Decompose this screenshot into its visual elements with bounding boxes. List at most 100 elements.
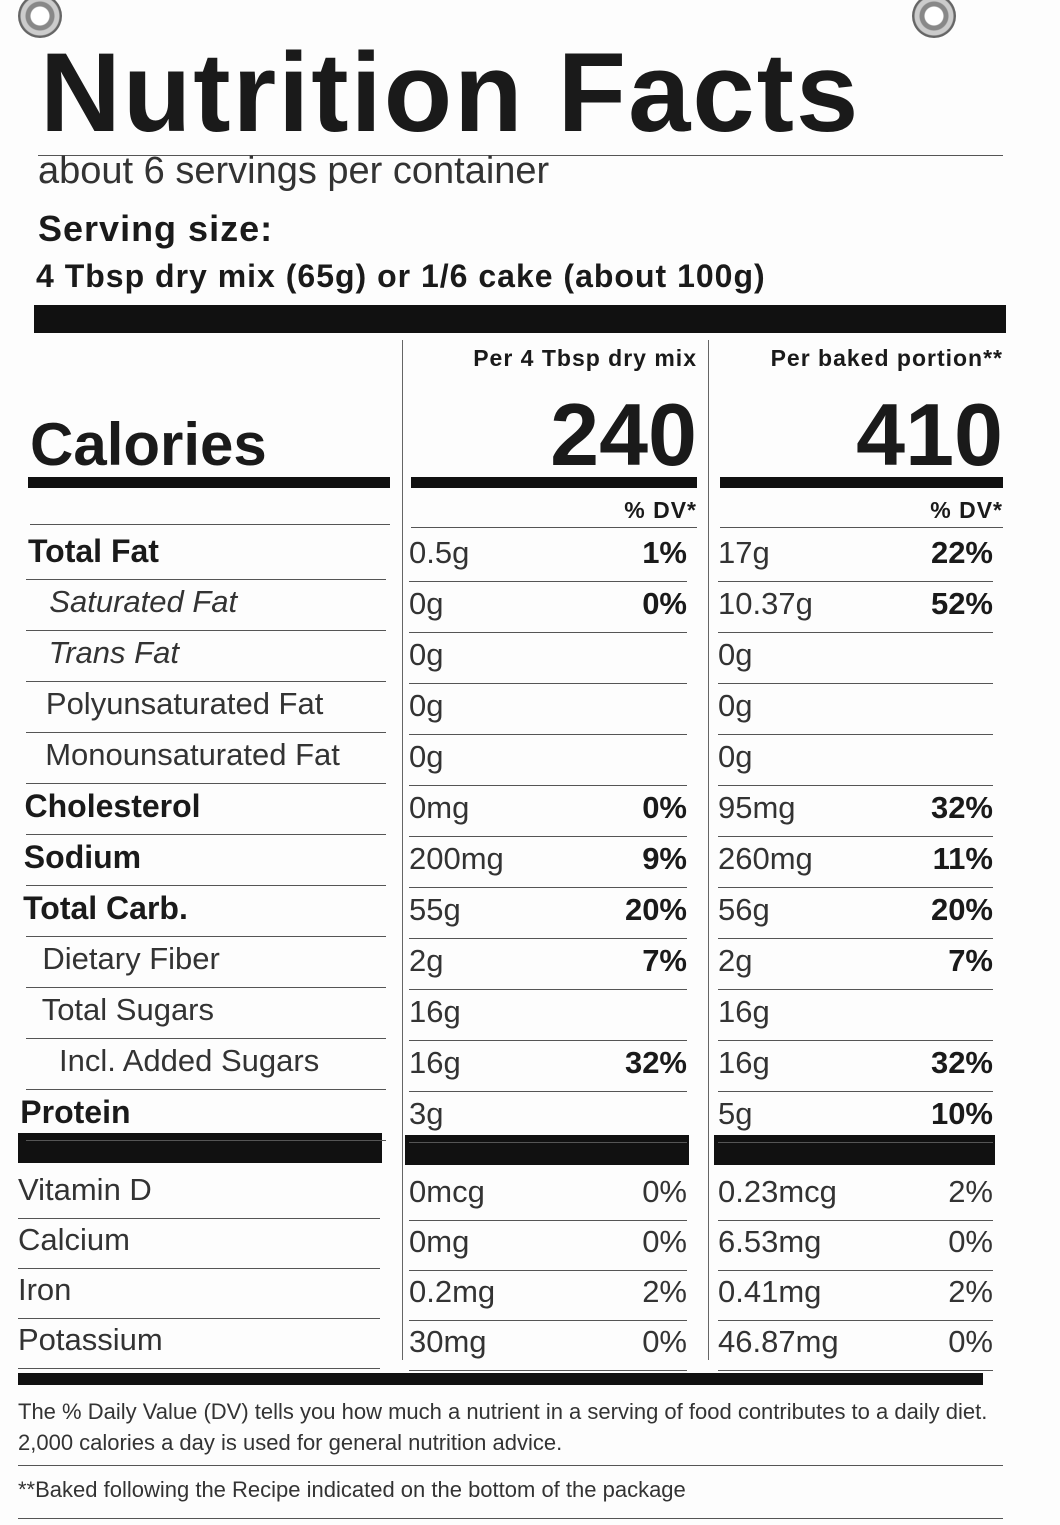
- rule: [18, 1268, 380, 1269]
- daily-value: 2%: [642, 1274, 687, 1309]
- rule: [26, 579, 386, 580]
- rule: [18, 1518, 1003, 1519]
- amount: 0g: [718, 739, 753, 774]
- amount: 5g: [718, 1096, 753, 1131]
- amount: 56g: [718, 892, 770, 927]
- grommet: [18, 0, 62, 38]
- amount: 30mg: [409, 1324, 487, 1359]
- daily-value: 1%: [642, 535, 687, 570]
- amount: 0g: [718, 688, 753, 723]
- rule: [718, 683, 993, 684]
- rule: [26, 987, 386, 988]
- daily-value: 0%: [642, 1224, 687, 1259]
- nutrient-name: Trans Fat: [48, 635, 179, 670]
- rule: [26, 834, 386, 835]
- thick-bar: [405, 1135, 689, 1165]
- rule: [718, 887, 993, 888]
- nutrient-name: Iron: [18, 1272, 72, 1307]
- daily-value: 0%: [642, 586, 687, 621]
- amount: 6.53mg: [718, 1224, 822, 1259]
- amount: 2g: [409, 943, 444, 978]
- rule: [718, 1270, 993, 1271]
- nutrient-name: Total Sugars: [41, 992, 215, 1027]
- rule: [409, 1220, 687, 1221]
- daily-value: 22%: [930, 535, 993, 570]
- nutrient-name: Total Carb.: [23, 890, 188, 926]
- daily-value: 0%: [642, 1324, 687, 1359]
- rule: [718, 1220, 993, 1221]
- amount: 10.37g: [718, 586, 813, 621]
- amount: 0g: [409, 637, 444, 672]
- amount: 0g: [409, 688, 444, 723]
- dv-header: % DV*: [930, 497, 1003, 523]
- servings: about 6 servings per container: [38, 150, 550, 192]
- rule: [718, 581, 993, 582]
- amount: 46.87mg: [718, 1324, 839, 1359]
- amount: 0.2mg: [409, 1274, 496, 1309]
- amount: 0mg: [409, 1224, 470, 1259]
- rule: [409, 734, 687, 735]
- amount: 0.5g: [409, 535, 470, 570]
- rule: [26, 936, 386, 937]
- rule: [718, 989, 993, 990]
- amount: 0.41mg: [718, 1274, 822, 1309]
- amount: 0g: [409, 586, 444, 621]
- amount: 17g: [718, 535, 770, 570]
- bar: [28, 477, 390, 488]
- bar: [720, 477, 1003, 488]
- amount: 0g: [409, 739, 444, 774]
- daily-value: 2%: [948, 1174, 993, 1209]
- column-header: Per baked portion**: [770, 345, 1003, 371]
- rule: [26, 1140, 386, 1141]
- bar: [411, 477, 697, 488]
- footnote: The % Daily Value (DV) tells you how muc…: [18, 1399, 988, 1455]
- amount: 200mg: [409, 841, 504, 876]
- rule: [409, 1091, 687, 1092]
- rule: [718, 1142, 993, 1143]
- rule: [26, 783, 386, 784]
- rule: [18, 1465, 1003, 1466]
- nutrient-name: Calcium: [18, 1222, 130, 1257]
- rule: [409, 1370, 687, 1371]
- rule: [409, 1320, 687, 1321]
- rule: [409, 683, 687, 684]
- column-divider: [708, 340, 709, 1360]
- nutrient-name: Cholesterol: [24, 788, 201, 824]
- rule: [409, 989, 687, 990]
- daily-value: 32%: [624, 1045, 687, 1080]
- rule: [718, 1040, 993, 1041]
- rule: [409, 785, 687, 786]
- amount: 0g: [718, 637, 753, 672]
- nutrient-name: Dietary Fiber: [42, 941, 220, 976]
- nutrient-name: Polyunsaturated Fat: [45, 686, 324, 721]
- daily-value: 0%: [948, 1324, 993, 1359]
- daily-value: 7%: [948, 943, 993, 978]
- thick-bar: [714, 1135, 995, 1165]
- daily-value: 20%: [930, 892, 993, 927]
- rule: [30, 524, 390, 525]
- daily-value: 10%: [930, 1096, 993, 1131]
- amount: 0mcg: [409, 1174, 485, 1209]
- rule: [409, 1040, 687, 1041]
- rule: [26, 1038, 386, 1039]
- amount: 260mg: [718, 841, 813, 876]
- rule: [718, 1320, 993, 1321]
- daily-value: 7%: [642, 943, 687, 978]
- thick-bar: [34, 305, 1006, 333]
- rule: [26, 885, 386, 886]
- daily-value: 32%: [930, 1045, 993, 1080]
- rule: [720, 527, 1003, 528]
- rule: [409, 836, 687, 837]
- nutrient-name: Vitamin D: [18, 1172, 152, 1207]
- daily-value: 11%: [932, 841, 993, 876]
- rule: [409, 581, 687, 582]
- daily-value: 2%: [948, 1274, 993, 1309]
- amount: 16g: [718, 1045, 770, 1080]
- rule: [409, 938, 687, 939]
- column-header: Per 4 Tbsp dry mix: [473, 345, 697, 371]
- daily-value: 32%: [930, 790, 993, 825]
- rule: [409, 887, 687, 888]
- rule: [718, 1370, 993, 1371]
- amount: 55g: [409, 892, 461, 927]
